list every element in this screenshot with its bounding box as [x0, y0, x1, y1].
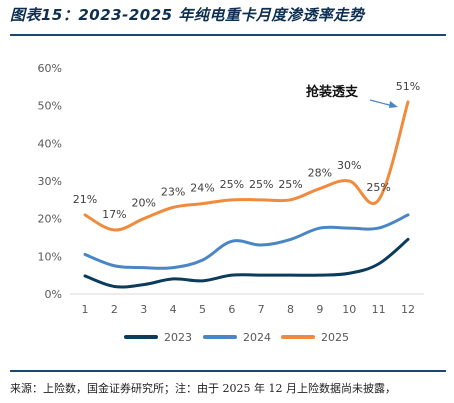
x-tick-label: 4	[170, 303, 177, 316]
series-line-2025	[83, 100, 410, 232]
data-label: 51%	[396, 80, 420, 93]
data-label: 25%	[220, 178, 244, 191]
data-label: 25%	[366, 181, 390, 194]
x-tick-label: 11	[372, 303, 386, 316]
source-note: 来源：上险数，国金证券研究所；注：由于 2025 年 12 月上险数据尚未披露，	[10, 382, 396, 395]
x-tick-label: 8	[287, 303, 294, 316]
legend-label-2025: 2025	[321, 331, 349, 344]
y-tick-label: 20%	[38, 213, 62, 226]
annotation: 抢装透支	[306, 84, 398, 108]
x-tick-label: 7	[258, 303, 265, 316]
annotation-arrow-head	[389, 101, 398, 108]
x-tick-label: 12	[401, 303, 415, 316]
y-tick-label: 50%	[38, 100, 62, 113]
x-tick-label: 5	[199, 303, 206, 316]
y-tick-label: 60%	[38, 62, 62, 75]
series-layer	[83, 100, 410, 289]
x-tick-label: 2	[111, 303, 118, 316]
title-divider	[10, 34, 446, 36]
legend-label-2024: 2024	[243, 331, 271, 344]
data-label: 25%	[249, 178, 273, 191]
data-label: 30%	[337, 159, 361, 172]
data-label: 24%	[190, 182, 214, 195]
x-tick-label: 6	[228, 303, 235, 316]
line-chart: 0%10%20%30%40%50%60% 1 2 3 4 5 6 7 8 9 10 11 12 21%…	[38, 62, 424, 344]
annotation-arrow-line	[369, 99, 394, 107]
y-tick-label: 0%	[45, 288, 62, 301]
y-tick-label: 10%	[38, 250, 62, 263]
x-tick-label: 9	[316, 303, 323, 316]
series-line-2024	[83, 213, 410, 270]
data-labels: 21% 17% 20% 23% 24% 25% 25% 25% 28% 30% 25% 51%	[73, 80, 420, 221]
footer-divider	[10, 370, 446, 372]
y-axis: 0% 10% 20% 30% 40% 50% 60%	[38, 62, 62, 301]
annotation-text: 抢装透支	[306, 84, 359, 100]
data-label: 23%	[161, 185, 185, 198]
data-label: 25%	[278, 178, 302, 191]
data-label: 21%	[73, 193, 97, 206]
series-line-2023	[83, 237, 410, 289]
x-axis: 1 2 3 4 5 6 7 8 9 10 11 12	[70, 293, 424, 316]
x-tick-label: 1	[82, 303, 89, 316]
data-label: 20%	[132, 197, 156, 210]
chart-title: 图表15：2023-2025 年纯电重卡月度渗透率走势	[10, 6, 365, 24]
data-label: 17%	[102, 208, 126, 221]
legend-label-2023: 2023	[164, 331, 192, 344]
y-tick-label: 40%	[38, 137, 62, 150]
x-tick-label: 10	[342, 303, 356, 316]
x-tick-label: 3	[140, 303, 147, 316]
legend: 2023 2024 2025	[124, 331, 349, 344]
y-tick-label: 30%	[38, 175, 62, 188]
data-label: 28%	[308, 167, 332, 180]
